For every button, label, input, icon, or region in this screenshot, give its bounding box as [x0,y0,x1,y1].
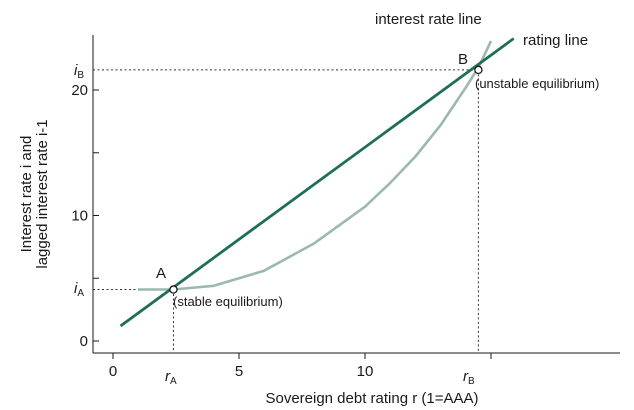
x-tick-label: 0 [109,363,117,380]
point-b-label: B [458,51,468,68]
i-a-label: iA [74,280,84,299]
r-b-label: rB [463,368,475,387]
y-axis-title-line-1: Interest rate i and [18,136,35,253]
point-a-note: (stable equilibrium) [173,294,283,309]
point-b-note: (unstable equilibrium) [475,76,599,91]
guide-lines [93,69,479,353]
y-tick-label: 0 [80,333,88,350]
interest-rate-line-label: interest rate line [375,11,482,28]
rating-line-label: rating line [523,32,588,49]
r-a-label: rA [165,368,177,387]
equilibrium-point-a [169,285,178,294]
y-tick-label: 10 [71,208,88,225]
x-tick-label: 10 [357,363,374,380]
curves [119,37,515,328]
y-axis-title-line-2: lagged interest rate i-1 [34,119,51,268]
x-axis-title: Sovereign debt rating r (1=AAA) [265,390,478,407]
i-b-label: iB [74,62,84,81]
ticks: 0 5 10 0 10 20 [71,82,492,380]
rating-line [119,37,515,328]
equilibrium-point-b [474,65,483,75]
interest-rate-curve [138,40,493,291]
x-tick-label: 5 [235,363,243,380]
y-tick-label: 20 [71,82,88,99]
point-a-label: A [156,265,166,282]
equilibrium-points [169,65,483,294]
